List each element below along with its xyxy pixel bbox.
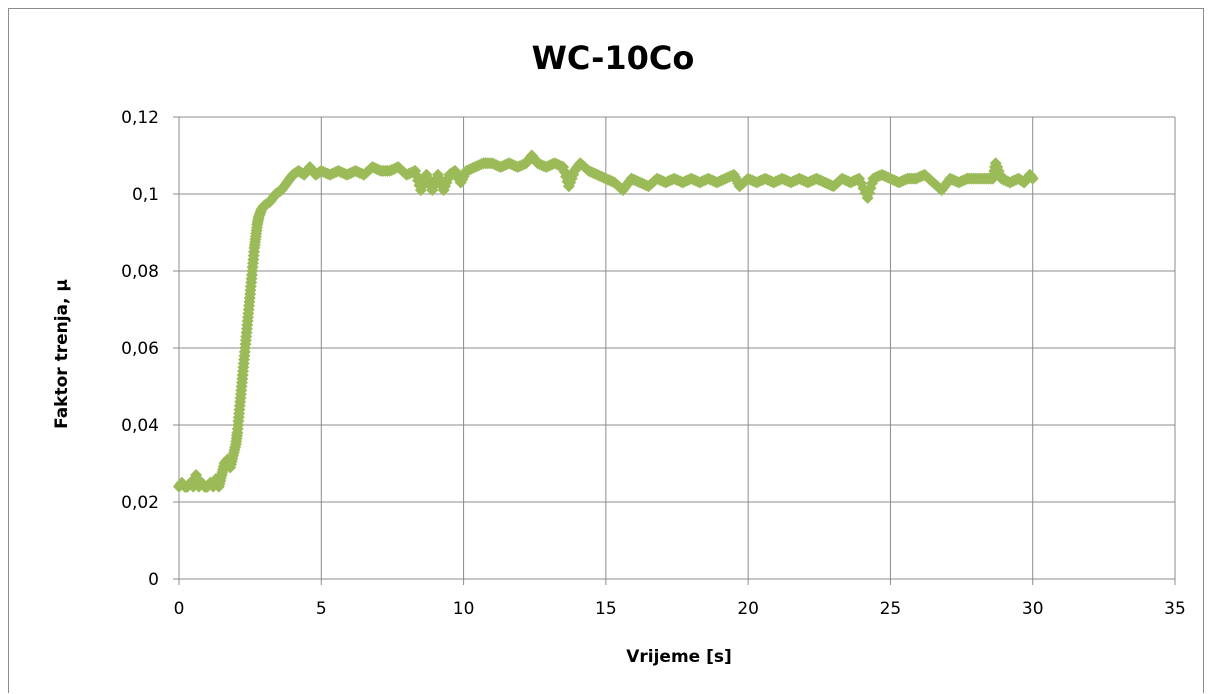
data-point — [1026, 172, 1039, 185]
axes — [173, 116, 1176, 585]
gridlines — [179, 116, 1176, 579]
chart-title: WC-10Co — [532, 39, 695, 77]
y-axis-title: Faktor trenja, μ — [52, 279, 72, 429]
y-tick-label: 0,04 — [121, 416, 159, 436]
x-tick-label: 15 — [595, 599, 617, 619]
x-tick-label: 35 — [1164, 599, 1186, 619]
x-tick-label: 20 — [737, 599, 759, 619]
y-tick-label: 0,06 — [121, 339, 159, 359]
x-tick-label: 30 — [1022, 599, 1044, 619]
x-tick-label: 25 — [880, 599, 902, 619]
x-tick-label: 0 — [174, 599, 185, 619]
chart-area: WC-10Co 0 0,02 0,04 0,06 0,08 0,1 0,12 0 5 10 15 20… — [8, 8, 1204, 693]
tick-labels: 0 0,02 0,04 0,06 0,08 0,1 0,12 0 5 10 15 20 25 30 35 — [121, 108, 1186, 619]
y-tick-label: 0,12 — [121, 108, 159, 128]
y-tick-label: 0,02 — [121, 493, 159, 513]
y-tick-label: 0,1 — [132, 185, 159, 205]
x-tick-label: 10 — [453, 599, 475, 619]
y-tick-label: 0 — [148, 570, 159, 590]
y-tick-label: 0,08 — [121, 262, 159, 282]
x-axis-title: Vrijeme [s] — [626, 647, 732, 667]
x-tick-label: 5 — [316, 599, 327, 619]
data-points — [173, 149, 1039, 493]
scatter-chart: WC-10Co 0 0,02 0,04 0,06 0,08 0,1 0,12 0 5 10 15 20… — [52, 39, 1186, 667]
